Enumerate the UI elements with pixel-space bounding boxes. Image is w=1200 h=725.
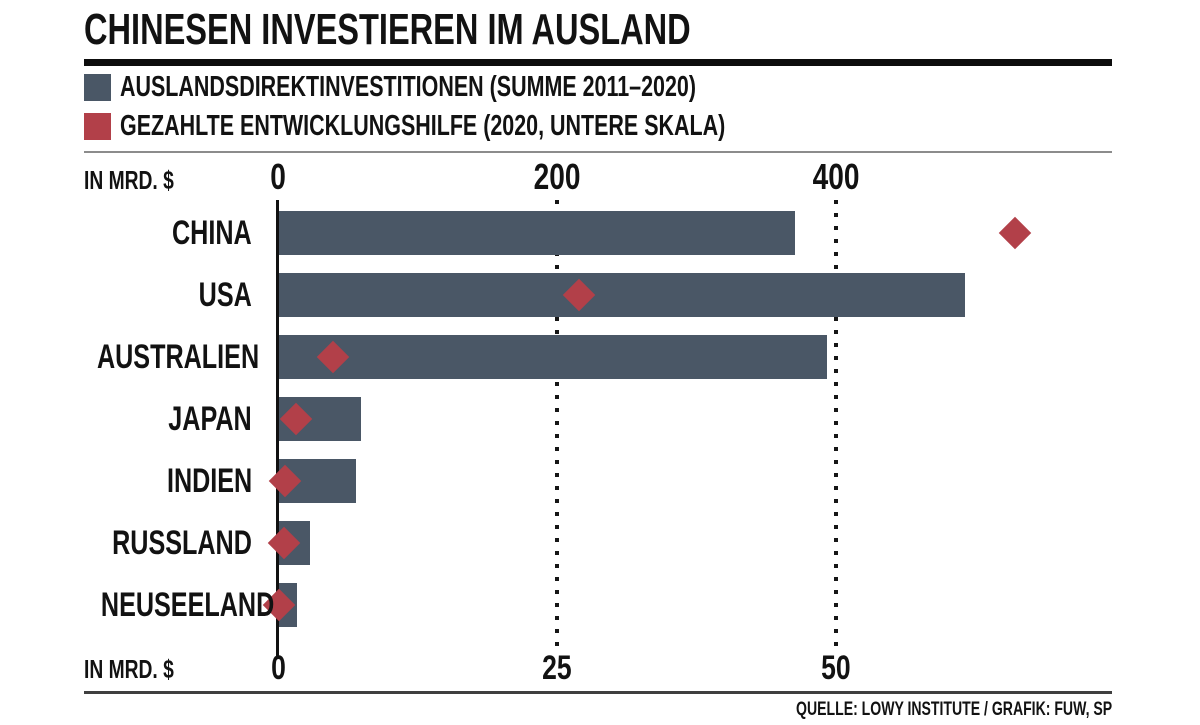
category-label-usa: USA xyxy=(198,276,252,314)
diamond-china xyxy=(998,216,1031,250)
category-label-japan: JAPAN xyxy=(168,400,252,438)
bar-china xyxy=(279,211,796,255)
category-label-neuseeland: NEUSEELAND xyxy=(100,586,275,624)
category-label-australien: AUSTRALIEN xyxy=(96,338,260,376)
top-axis-tick-label: 200 xyxy=(533,156,581,197)
bottom-axis-tick-label: 50 xyxy=(821,649,851,687)
footer-divider xyxy=(84,691,1112,694)
bottom-axis-tick-label: 0 xyxy=(270,649,286,687)
top-axis-tick-label: 0 xyxy=(270,156,286,197)
legend-divider xyxy=(84,151,1112,153)
page-title: CHINESEN INVESTIEREN IM AUSLAND xyxy=(84,6,904,54)
top-axis-unit-label: IN MRD. $ xyxy=(84,165,174,195)
bottom-axis-tick-label: 25 xyxy=(542,649,572,687)
dotted-gridline xyxy=(555,200,559,650)
legend-label-fdi: AUSLANDSDIREKTINVESTITIONEN (SUMME 2011–… xyxy=(120,71,696,103)
category-label-indien: INDIEN xyxy=(166,462,252,500)
legend-swatch-fdi xyxy=(84,74,111,101)
legend-swatch-aid xyxy=(84,113,111,140)
dotted-gridline xyxy=(834,200,838,650)
legend-label-aid: GEZAHLTE ENTWICKLUNGSHILFE (2020, UNTERE… xyxy=(120,110,726,142)
title-divider xyxy=(84,59,1112,66)
category-label-china: CHINA xyxy=(172,214,252,252)
bottom-axis-unit-label: IN MRD. $ xyxy=(84,654,174,684)
page-title-text: CHINESEN INVESTIEREN IM AUSLAND xyxy=(84,5,691,54)
source-credit: QUELLE: LOWY INSTITUTE / GRAFIK: FUW, SP xyxy=(795,699,1112,720)
bar-usa xyxy=(279,273,966,317)
category-label-russland: RUSSLAND xyxy=(112,524,252,562)
bar-australien xyxy=(279,335,828,379)
top-axis-tick-label: 400 xyxy=(812,156,860,197)
zero-axis-line xyxy=(276,200,279,657)
